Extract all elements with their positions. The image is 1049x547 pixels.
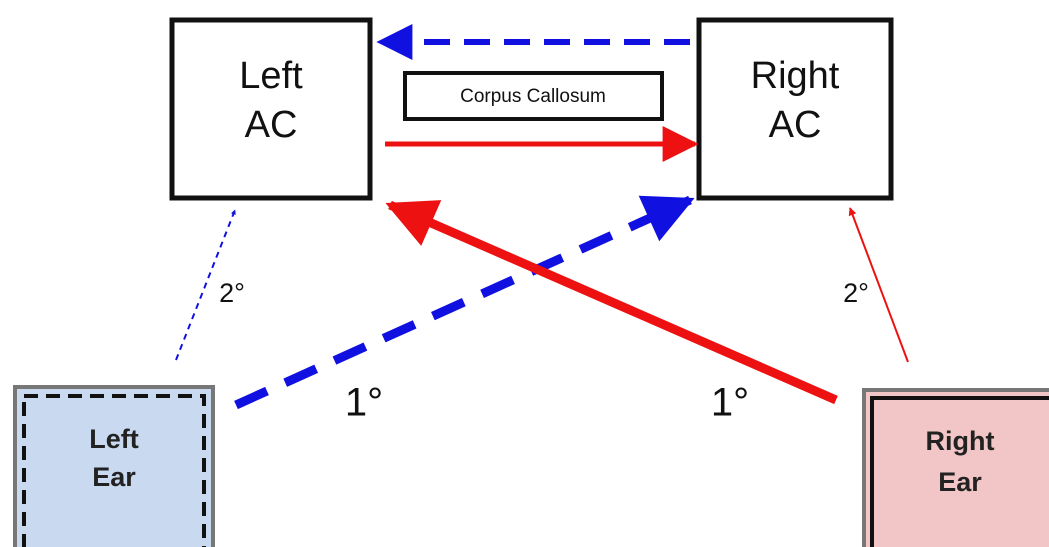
edge-label: 2° xyxy=(843,278,869,308)
arrow-right-ear-ipsi xyxy=(848,207,909,363)
left-ear-inner xyxy=(22,394,206,547)
node-label: Left xyxy=(89,424,139,454)
node-label: Ear xyxy=(938,467,982,497)
arrow-left-ear-ipsi xyxy=(175,209,236,361)
node-label: Right xyxy=(926,426,995,456)
arrow-right-ear-contra xyxy=(385,200,838,405)
arrow-left-ear-contra xyxy=(234,195,695,410)
edge-label: 2° xyxy=(219,278,245,308)
edge-label: 1° xyxy=(345,381,383,425)
right-ear-inner xyxy=(870,396,1049,547)
node-label: Corpus Callosum xyxy=(460,86,606,107)
node-label: Ear xyxy=(92,462,136,492)
right-ac-box xyxy=(696,17,894,201)
node-label: Left xyxy=(239,55,303,97)
node-label: AC xyxy=(769,104,822,146)
node-label: AC xyxy=(245,104,298,146)
edge-label: 1° xyxy=(711,381,749,425)
right-ear-box xyxy=(862,388,1049,547)
left-ear-box xyxy=(13,385,215,547)
node-label: Right xyxy=(751,55,840,97)
corpus-callosum-box xyxy=(403,71,664,121)
left-ac-box xyxy=(169,17,373,201)
